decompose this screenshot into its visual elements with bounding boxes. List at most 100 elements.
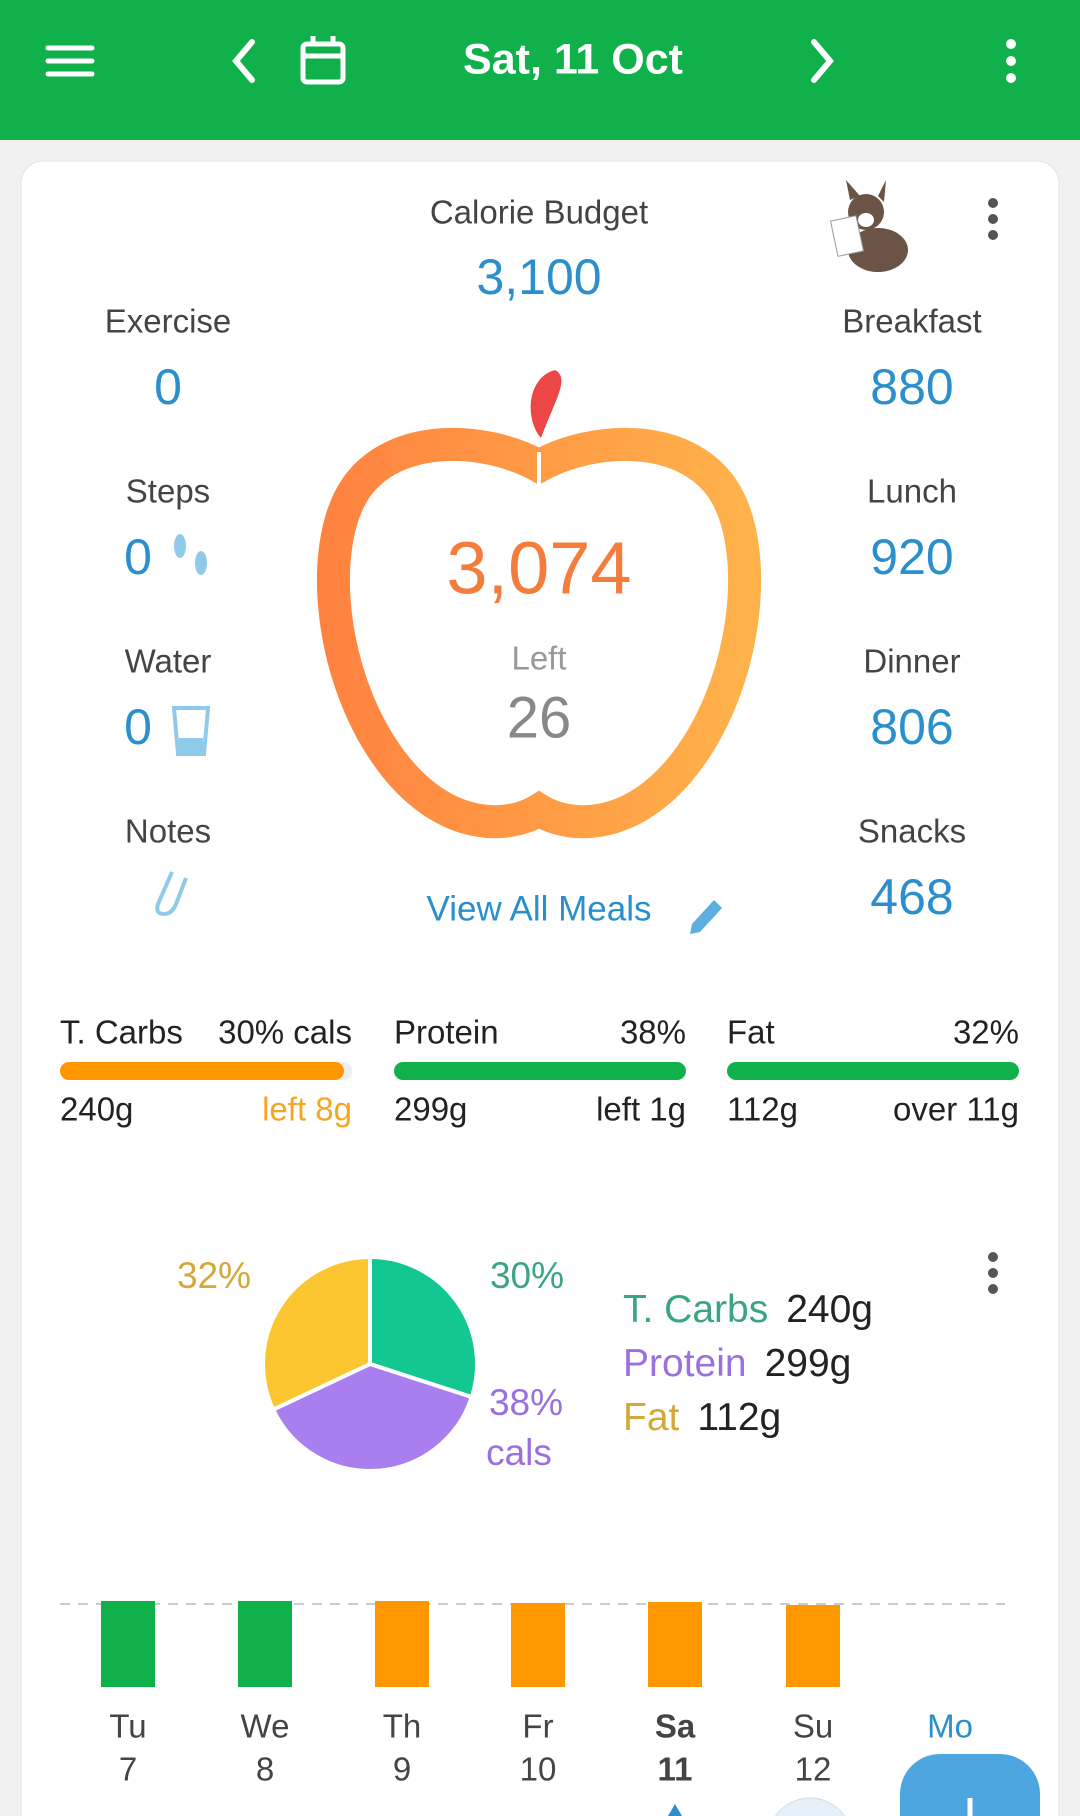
legend-amount: 112g: [697, 1396, 781, 1439]
calendar-button[interactable]: [300, 36, 346, 85]
day-name: Th: [383, 1708, 422, 1745]
macro-bar: [727, 1062, 1019, 1080]
budget-label: Calorie Budget: [430, 194, 648, 231]
pie-legend: T. Carbs 240g Protein 299g Fat 112g: [623, 1288, 873, 1439]
day-bar[interactable]: [511, 1603, 565, 1687]
day-date: 10: [520, 1751, 557, 1788]
stat-label: Exercise: [105, 303, 232, 340]
meal-value[interactable]: 468: [870, 869, 953, 925]
week-labels: Tu 7 We 8 Th 9 Fr 10 Sa 11 Su 12 Mo: [109, 1708, 973, 1788]
prev-day[interactable]: [232, 39, 255, 83]
menu-button[interactable]: [45, 45, 95, 77]
pie-label: 30%: [490, 1255, 564, 1296]
macro-fat: Fat 32% 112g over 11g: [727, 1014, 1019, 1128]
macro-bar: [60, 1062, 344, 1080]
date-title[interactable]: Sat, 11 Oct: [463, 35, 683, 83]
legend-name: Fat: [623, 1396, 680, 1439]
macro-name: T. Carbs: [60, 1014, 183, 1051]
water-icon: [171, 706, 211, 756]
day-bar[interactable]: [648, 1602, 702, 1687]
stat-label: Water: [125, 643, 212, 680]
meal-label: Dinner: [863, 643, 960, 680]
day-bar[interactable]: [786, 1605, 840, 1687]
macro-name: Fat: [727, 1014, 775, 1051]
left-value: 26: [507, 685, 572, 750]
day-bar[interactable]: [101, 1601, 155, 1687]
pie-slice: [368, 1254, 479, 1400]
macro-remaining: over 11g: [893, 1091, 1019, 1128]
week-bars: [101, 1601, 840, 1687]
next-day[interactable]: [811, 39, 834, 83]
day-name: We: [241, 1708, 290, 1745]
meal-label: Lunch: [867, 473, 957, 510]
macro-name: Protein: [394, 1014, 499, 1051]
pie-label: 32%: [177, 1255, 251, 1296]
macro-carbs: T. Carbs 30% cals 240g left 8g: [60, 1014, 352, 1128]
steps-icon: [174, 534, 207, 575]
day-name: Fr: [522, 1708, 553, 1745]
day-name: Sa: [655, 1708, 696, 1745]
legend-amount: 299g: [765, 1342, 852, 1385]
day-date: 9: [393, 1751, 411, 1788]
meal-label: Breakfast: [842, 303, 981, 340]
pie-unit: cals: [486, 1432, 552, 1473]
day-name: Tu: [109, 1708, 146, 1745]
day-date: 12: [795, 1751, 832, 1788]
scan-button[interactable]: [768, 1797, 852, 1816]
budget-value: 3,100: [476, 249, 601, 305]
day-bar[interactable]: [238, 1601, 292, 1687]
macro-remaining: left 8g: [262, 1091, 352, 1128]
pie-label: 38%: [489, 1382, 563, 1423]
apple-ring: [317, 427, 761, 839]
pie-slice: [270, 1361, 475, 1473]
macro-percent: 30% cals: [218, 1014, 352, 1051]
day-name: Su: [793, 1708, 833, 1745]
edit-icon[interactable]: [690, 900, 722, 934]
legend-name: Protein: [623, 1342, 747, 1385]
water-fill: [179, 738, 203, 753]
meal-value[interactable]: 920: [870, 529, 953, 585]
left-label: Left: [511, 640, 566, 677]
macro-percent: 38%: [620, 1014, 686, 1051]
day-date: 11: [658, 1751, 693, 1788]
legend-amount: 240g: [786, 1288, 873, 1331]
meal-value[interactable]: 880: [870, 359, 953, 415]
stat-label: Notes: [125, 813, 211, 850]
view-all-meals[interactable]: View All Meals: [426, 889, 651, 928]
apple-stem: [530, 370, 562, 438]
macro-protein: Protein 38% 299g left 1g: [394, 1014, 686, 1128]
meal-value[interactable]: 806: [870, 699, 953, 755]
day-bar[interactable]: [375, 1601, 429, 1687]
stat-value[interactable]: 0: [124, 699, 152, 755]
stat-label: Steps: [126, 473, 210, 510]
macro-grams: 112g: [727, 1091, 798, 1128]
overflow-menu[interactable]: [1006, 39, 1016, 83]
notes-icon[interactable]: [155, 871, 188, 917]
card-menu[interactable]: [988, 198, 998, 240]
stat-value[interactable]: 0: [124, 529, 152, 585]
macro-grams: 299g: [394, 1091, 467, 1128]
macro-percent: 32%: [953, 1014, 1019, 1051]
stat-value[interactable]: 0: [154, 359, 182, 415]
macro-bar: [394, 1062, 686, 1080]
app-bar: [0, 0, 1080, 140]
add-button[interactable]: [900, 1754, 1040, 1816]
macro-pie: [261, 1254, 479, 1473]
macro-remaining: left 1g: [596, 1091, 686, 1128]
legend-name: T. Carbs: [623, 1288, 768, 1331]
meal-label: Snacks: [858, 813, 966, 850]
selected-marker: [668, 1804, 682, 1816]
mascot: [829, 180, 908, 272]
pie-menu[interactable]: [988, 1252, 998, 1294]
day-date: 8: [256, 1751, 274, 1788]
macro-grams: 240g: [60, 1091, 133, 1128]
day-name: Mo: [927, 1708, 973, 1745]
day-date: 7: [119, 1751, 137, 1788]
consumed-value: 3,074: [446, 527, 631, 610]
